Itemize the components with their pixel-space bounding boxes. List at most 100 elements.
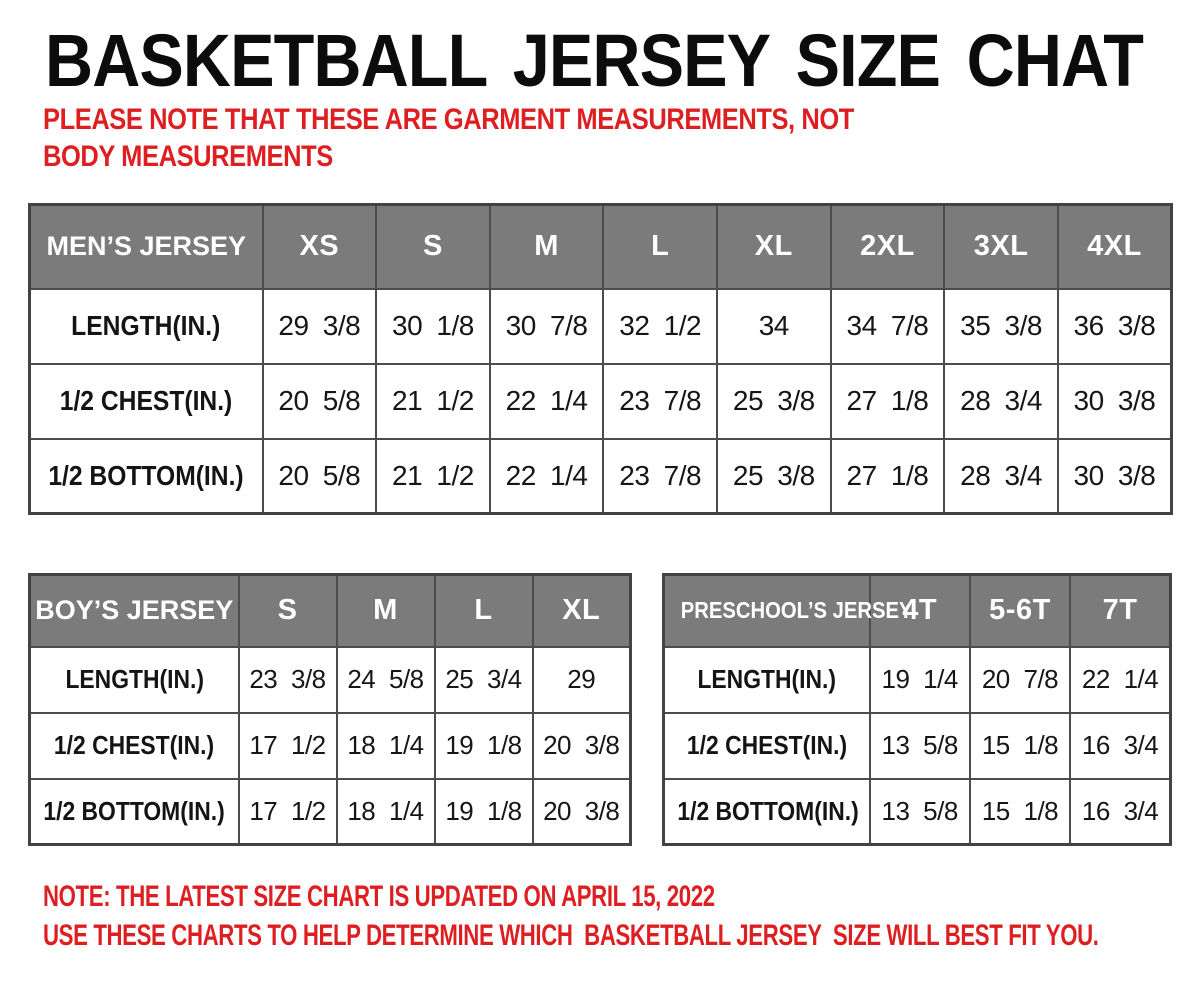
size-col-header: 2XL (829, 203, 946, 290)
value-cell: 16 3/4 (1069, 711, 1172, 780)
size-col-header: 4T (868, 573, 971, 648)
row-label: LENGTH(IN.) (28, 287, 264, 365)
value-cell: 15 1/8 (968, 711, 1072, 780)
value-cell: 20 5/8 (261, 437, 378, 515)
table-row: LENGTH(IN.) 23 3/8 24 5/8 25 3/4 29 (28, 645, 632, 714)
value-cell: 30 3/8 (1056, 362, 1173, 440)
table-row: 1/2 BOTTOM(IN.) 17 1/2 18 1/4 19 1/8 20 … (28, 777, 632, 846)
value-cell: 19 1/4 (868, 645, 971, 714)
value-cell: 22 1/4 (488, 362, 605, 440)
preschool-jersey-size-table: PRESCHOOL’S JERSEY 4T 5-6T 7T LENGTH(IN.… (662, 573, 1172, 846)
value-cell: 28 3/4 (943, 362, 1059, 440)
row-label: 1/2 CHEST(IN.) (662, 711, 871, 780)
value-cell: 21 1/2 (375, 362, 491, 440)
value-cell: 30 3/8 (1056, 437, 1173, 515)
value-cell: 18 1/4 (335, 777, 436, 846)
value-cell: 34 7/8 (829, 287, 946, 365)
size-col-header: XS (261, 203, 378, 290)
row-label-text: 1/2 BOTTOM(IN.) (48, 459, 244, 491)
value-cell: 23 3/8 (237, 645, 338, 714)
table-title-text: PRESCHOOL’S JERSEY (680, 597, 913, 624)
row-label: 1/2 CHEST(IN.) (28, 362, 264, 440)
update-date-note: NOTE: THE LATEST SIZE CHART IS UPDATED O… (43, 880, 715, 913)
row-label-text: LENGTH(IN.) (71, 310, 221, 341)
value-cell: 27 1/8 (829, 437, 946, 515)
value-cell: 29 (531, 645, 632, 714)
size-col-header: 7T (1069, 573, 1172, 648)
value-cell: 13 5/8 (868, 777, 971, 846)
table-title-cell: MEN’S JERSEY (28, 203, 264, 290)
size-col-header: 5-6T (968, 573, 1072, 648)
value-cell: 21 1/2 (375, 437, 491, 515)
row-label-text: 1/2 CHEST(IN.) (59, 385, 233, 416)
value-cell: 20 5/8 (261, 362, 378, 440)
size-col-header: XL (716, 203, 832, 290)
value-cell: 27 1/8 (829, 362, 946, 440)
table-header-row: PRESCHOOL’S JERSEY 4T 5-6T 7T (662, 573, 1172, 648)
size-col-header: L (433, 573, 534, 648)
usage-note: USE THESE CHARTS TO HELP DETERMINE WHICH… (43, 919, 1099, 952)
value-cell: 34 (716, 287, 832, 365)
row-label-text: 1/2 CHEST(IN.) (54, 730, 215, 760)
value-cell: 22 1/4 (1069, 645, 1172, 714)
value-cell: 25 3/8 (716, 362, 832, 440)
row-label-text: LENGTH(IN.) (697, 664, 837, 694)
boys-jersey-size-table: BOY’S JERSEY S M L XL LENGTH(IN.) 23 3/8… (28, 573, 632, 846)
value-cell: 35 3/8 (943, 287, 1059, 365)
table-header-row: MEN’S JERSEY XS S M L XL 2XL 3XL 4XL (28, 203, 1173, 290)
value-cell: 30 1/8 (375, 287, 491, 365)
value-cell: 23 7/8 (602, 437, 718, 515)
table-title-cell: PRESCHOOL’S JERSEY (662, 573, 913, 648)
row-label-text: 1/2 BOTTOM(IN.) (43, 795, 225, 826)
value-cell: 19 1/8 (433, 711, 534, 780)
value-cell: 15 1/8 (968, 777, 1072, 846)
size-col-header: S (237, 573, 338, 648)
value-cell: 22 1/4 (488, 437, 605, 515)
row-label: LENGTH(IN.) (662, 645, 871, 714)
size-col-header: M (488, 203, 605, 290)
size-col-header: 4XL (1056, 203, 1173, 290)
row-label-text: 1/2 BOTTOM(IN.) (677, 795, 859, 826)
value-cell: 23 7/8 (602, 362, 718, 440)
size-col-header: L (602, 203, 718, 290)
value-cell: 13 5/8 (868, 711, 971, 780)
table-row: LENGTH(IN.) 19 1/4 20 7/8 22 1/4 (662, 645, 1172, 714)
value-cell: 24 5/8 (335, 645, 436, 714)
size-col-header: M (335, 573, 436, 648)
table-row: 1/2 BOTTOM(IN.) 13 5/8 15 1/8 16 3/4 (662, 777, 1172, 846)
table-row: 1/2 CHEST(IN.) 17 1/2 18 1/4 19 1/8 20 3… (28, 711, 632, 780)
value-cell: 29 3/8 (261, 287, 378, 365)
row-label-text: 1/2 CHEST(IN.) (686, 730, 847, 760)
row-label: LENGTH(IN.) (28, 645, 240, 714)
value-cell: 17 1/2 (237, 777, 338, 846)
row-label: 1/2 BOTTOM(IN.) (28, 777, 240, 846)
value-cell: 19 1/8 (433, 777, 534, 846)
value-cell: 25 3/8 (716, 437, 832, 515)
table-row: 1/2 BOTTOM(IN.) 20 5/8 21 1/2 22 1/4 23 … (28, 437, 1173, 515)
size-col-header: S (375, 203, 491, 290)
table-row: LENGTH(IN.) 29 3/8 30 1/8 30 7/8 32 1/2 … (28, 287, 1173, 365)
value-cell: 18 1/4 (335, 711, 436, 780)
row-label-text: LENGTH(IN.) (64, 664, 204, 694)
value-cell: 32 1/2 (602, 287, 718, 365)
mens-jersey-size-table: MEN’S JERSEY XS S M L XL 2XL 3XL 4XL LEN… (28, 203, 1173, 515)
table-row: 1/2 CHEST(IN.) 20 5/8 21 1/2 22 1/4 23 7… (28, 362, 1173, 440)
value-cell: 20 7/8 (968, 645, 1072, 714)
value-cell: 16 3/4 (1069, 777, 1172, 846)
value-cell: 36 3/8 (1056, 287, 1173, 365)
table-row: 1/2 CHEST(IN.) 13 5/8 15 1/8 16 3/4 (662, 711, 1172, 780)
size-col-header: XL (531, 573, 632, 648)
row-label: 1/2 BOTTOM(IN.) (662, 777, 871, 846)
value-cell: 17 1/2 (237, 711, 338, 780)
value-cell: 28 3/4 (943, 437, 1059, 515)
row-label: 1/2 CHEST(IN.) (28, 711, 240, 780)
page-title: BASKETBALL JERSEY SIZE CHAT (45, 19, 1144, 102)
value-cell: 20 3/8 (531, 711, 632, 780)
value-cell: 25 3/4 (433, 645, 534, 714)
table-title-cell: BOY’S JERSEY (28, 573, 240, 648)
value-cell: 30 7/8 (488, 287, 605, 365)
garment-measurement-note: PLEASE NOTE THAT THESE ARE GARMENT MEASU… (43, 103, 854, 173)
value-cell: 20 3/8 (531, 777, 632, 846)
size-col-header: 3XL (943, 203, 1059, 290)
